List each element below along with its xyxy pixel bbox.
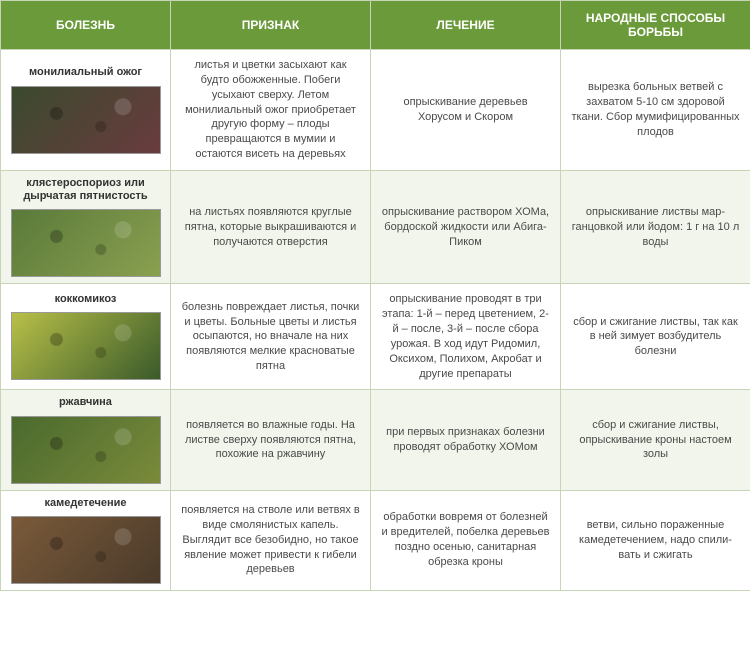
header-sign: ПРИЗНАК: [171, 1, 371, 50]
folk-cell: вырезка больных ветвей с захватом 5-10 с…: [561, 50, 750, 171]
table-row: камедетечение появляется на стволе или в…: [1, 490, 750, 590]
disease-name: клястероспориоз или дырчатая пятнистость: [7, 177, 164, 203]
table-row: монилиальный ожог листья и цветки засыха…: [1, 50, 750, 171]
disease-name: коккомикоз: [7, 293, 164, 306]
disease-table: БОЛЕЗНЬ ПРИЗНАК ЛЕЧЕНИЕ НАРОДНЫЕ СПОСОБЫ…: [0, 0, 750, 591]
disease-name: монилиальный ожог: [7, 66, 164, 79]
header-folk: НАРОДНЫЕ СПОСОБЫ БОРЬБЫ: [561, 1, 750, 50]
header-disease: БОЛЕЗНЬ: [1, 1, 171, 50]
disease-cell: ржавчина: [1, 390, 171, 490]
treatment-cell: опрыскивание раствором ХОМа, бордоской ж…: [371, 170, 561, 283]
disease-cell: коккомикоз: [1, 284, 171, 390]
sign-cell: на листьях появляются круглые пятна, кот…: [171, 170, 371, 283]
sign-cell: листья и цветки засыхают как будто обожж…: [171, 50, 371, 171]
disease-name: камедетечение: [7, 497, 164, 510]
sign-cell: болезнь повреждает листья, почки и цветы…: [171, 284, 371, 390]
treatment-cell: опрыскивание проводят в три этапа: 1-й –…: [371, 284, 561, 390]
disease-cell: монилиальный ожог: [1, 50, 171, 171]
sign-cell: появляется на стволе или ветвях в виде с…: [171, 490, 371, 590]
header-treatment: ЛЕЧЕНИЕ: [371, 1, 561, 50]
disease-image: [11, 416, 161, 484]
disease-image: [11, 312, 161, 380]
disease-cell: клястероспориоз или дырчатая пятнистость: [1, 170, 171, 283]
disease-image: [11, 516, 161, 584]
header-row: БОЛЕЗНЬ ПРИЗНАК ЛЕЧЕНИЕ НАРОДНЫЕ СПОСОБЫ…: [1, 1, 750, 50]
treatment-cell: опрыскивание деревьев Хорусом и Скором: [371, 50, 561, 171]
disease-image: [11, 86, 161, 154]
sign-cell: появляется во влажные годы. На листве св…: [171, 390, 371, 490]
table-row: коккомикоз болезнь повреждает листья, по…: [1, 284, 750, 390]
disease-image: [11, 209, 161, 277]
disease-name: ржавчина: [7, 396, 164, 409]
table-row: клястероспориоз или дырчатая пятнистость…: [1, 170, 750, 283]
treatment-cell: при первых признаках болезни проводят об…: [371, 390, 561, 490]
folk-cell: опрыскивание листвы мар­ганцовкой или йо…: [561, 170, 750, 283]
disease-cell: камедетечение: [1, 490, 171, 590]
folk-cell: сбор и сжигание листвы, так как в ней зи…: [561, 284, 750, 390]
folk-cell: сбор и сжигание листвы, опрыскивание кро…: [561, 390, 750, 490]
treatment-cell: обработки вовремя от болез­ней и вредите…: [371, 490, 561, 590]
table-row: ржавчина появляется во влажные годы. На …: [1, 390, 750, 490]
folk-cell: ветви, сильно пораженные камедетечением,…: [561, 490, 750, 590]
table-body: монилиальный ожог листья и цветки засыха…: [1, 50, 750, 591]
